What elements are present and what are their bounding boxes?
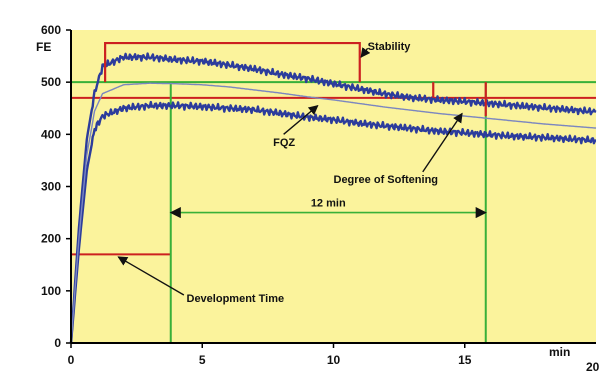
- y-tick-label: 200: [41, 232, 61, 246]
- fqz-curve: [70, 82, 597, 344]
- y-tick-label: 500: [41, 75, 61, 89]
- upper-curve: [69, 52, 597, 344]
- annotation-arrow: [283, 105, 319, 135]
- x-tick-label: 0: [68, 353, 75, 367]
- x-axis-label: min: [549, 345, 570, 359]
- lower-curve: [69, 100, 597, 344]
- x-tick-label: 10: [327, 353, 341, 367]
- y-tick-label: 0: [54, 336, 61, 350]
- y-axis-label: FE: [36, 40, 51, 54]
- y-tick-label: 600: [41, 23, 61, 37]
- stability-bracket: [104, 41, 361, 83]
- plot-area: [71, 30, 596, 343]
- annotation-arrow: [360, 47, 371, 58]
- annotation-label: FQZ: [273, 137, 295, 149]
- annotation-labels: Stability FQZ Degree of Softening Developme…: [187, 41, 439, 305]
- x-tick-label: 15: [458, 353, 472, 367]
- y-tick-label: 400: [41, 127, 61, 141]
- series-lines: [69, 52, 597, 344]
- annotation-label: Degree of Softening: [334, 174, 439, 186]
- y-tick-label: 100: [41, 284, 61, 298]
- x-tick-label: 5: [199, 353, 206, 367]
- annotation-arrow: [422, 112, 463, 173]
- annotation-label: Stability: [368, 41, 412, 53]
- tick-labels: 0 100 200 300 400 500 600 0 5 10 15: [41, 23, 472, 367]
- x-end-tick-label: 20: [586, 360, 600, 374]
- dimension-label: 12 min: [311, 198, 346, 210]
- annotation-markers: [104, 41, 487, 296]
- annotation-arrow: [117, 256, 185, 296]
- annotation-label: Development Time: [187, 293, 285, 305]
- y-tick-label: 300: [41, 180, 61, 194]
